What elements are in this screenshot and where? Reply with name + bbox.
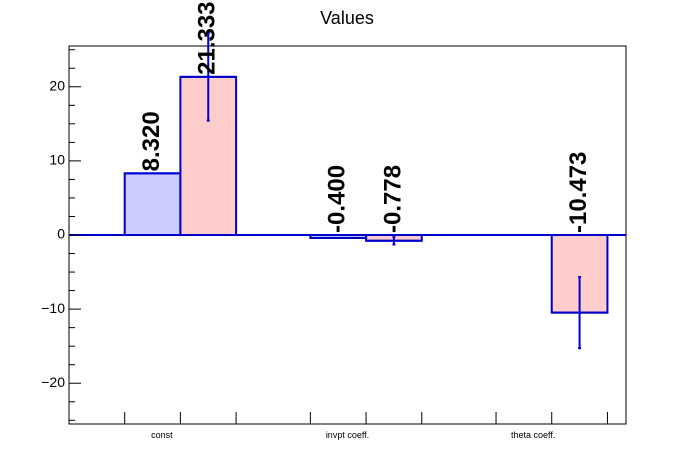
x-axis: const invpt coeff. theta coeff. xyxy=(124,412,608,440)
bars-layer xyxy=(123,75,609,314)
value-labels-layer: 8.320 -0.400 21.333 -0.778 -10.473 xyxy=(138,1,592,233)
data-label: -0.400 xyxy=(324,165,351,233)
bar xyxy=(123,172,182,237)
y-tick-label: −20 xyxy=(41,374,65,390)
x-category-label: const xyxy=(151,430,173,440)
chart-title: Values xyxy=(320,8,374,28)
data-label: -10.473 xyxy=(565,152,592,233)
y-tick-label: −10 xyxy=(41,300,65,316)
x-category-label: invpt coeff. xyxy=(326,430,369,440)
data-label: 21.333 xyxy=(194,1,221,74)
y-tick-label: 10 xyxy=(49,152,65,168)
y-tick-label: 0 xyxy=(57,226,65,242)
y-axis: −20 −10 0 10 20 xyxy=(41,49,81,421)
error-bars-layer xyxy=(206,32,582,350)
data-label: 8.320 xyxy=(138,111,165,171)
x-category-label: theta coeff. xyxy=(511,430,555,440)
y-tick-label: 20 xyxy=(49,77,65,93)
data-label: -0.778 xyxy=(379,165,406,233)
